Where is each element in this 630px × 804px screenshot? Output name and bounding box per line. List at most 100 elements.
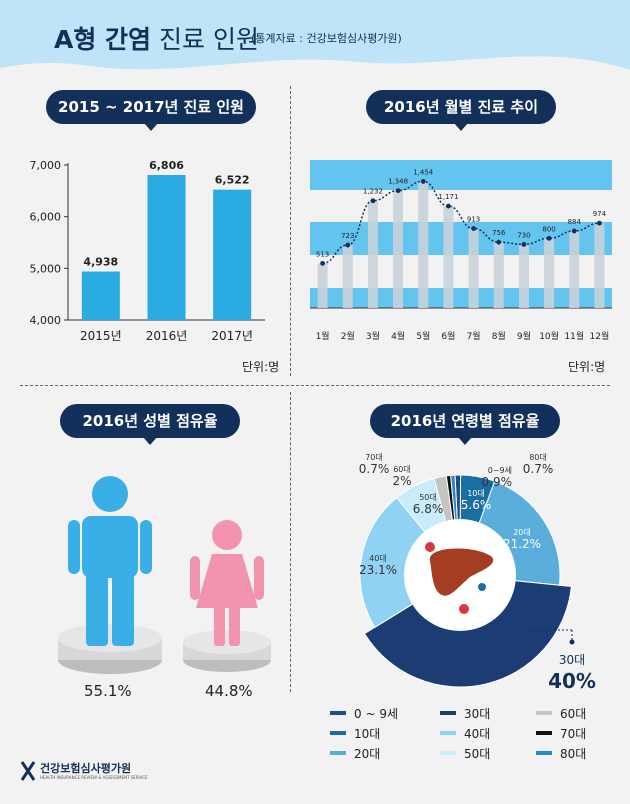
- monthly-panel-title: 2016년 월별 진료 추이: [366, 90, 556, 131]
- slice-value: 40%: [548, 669, 596, 693]
- bar: [468, 228, 479, 308]
- bar: [342, 245, 353, 308]
- data-point: [395, 188, 401, 194]
- female-share: 44.8%: [205, 682, 253, 700]
- bar: [317, 263, 328, 308]
- bar-value-label: 6,522: [215, 174, 250, 187]
- y-tick-label: 7,000: [30, 159, 62, 172]
- data-label: 730: [517, 231, 530, 239]
- bar: [213, 189, 252, 320]
- data-label: 913: [467, 216, 480, 224]
- slice-value: 21.2%: [503, 537, 541, 551]
- vertical-divider-lower: [290, 392, 291, 692]
- x-tick-label: 1월: [316, 330, 330, 342]
- slice-value: 23.1%: [359, 563, 397, 577]
- yearly-bar-chart: 4,000 5,000 6,000 7,000 4,938 2015년 6,806 2016년…: [30, 159, 265, 343]
- data-point: [571, 228, 577, 234]
- male-pedestal-top: [58, 624, 162, 652]
- legend-label: 0 ~ 9세: [354, 707, 398, 721]
- x-tick-label: 2월: [341, 330, 355, 342]
- legend-label: 20대: [354, 747, 381, 761]
- legend-swatch: [536, 731, 552, 735]
- slice-label: 20대: [513, 528, 531, 537]
- slice-label: 30대: [559, 653, 585, 667]
- x-tick-label: 3월: [366, 330, 380, 342]
- legend-swatch: [536, 711, 552, 715]
- title-bold: A형 간염: [54, 25, 152, 54]
- monthly-unit: 단위:명: [568, 360, 606, 374]
- yearly-panel-title: 2015 ~ 2017년 진료 인원: [46, 90, 256, 131]
- slice-value: 6.8%: [413, 502, 444, 516]
- legend-swatch: [330, 751, 346, 755]
- bar-value-label: 6,806: [149, 159, 184, 172]
- bar: [493, 242, 504, 308]
- data-point: [420, 179, 426, 184]
- data-label: 513: [316, 250, 329, 258]
- source-note: (통계자료 : 건강보험심사평가원): [251, 32, 402, 45]
- data-point: [320, 260, 325, 266]
- age-panel-title: 2016년 연령별 점유율: [370, 404, 560, 445]
- x-tick-label: 10월: [539, 330, 559, 342]
- slice-label: 10대: [467, 489, 485, 498]
- legend-swatch: [536, 751, 552, 755]
- x-tick-label: 11월: [564, 330, 584, 342]
- slice-label: 50대: [419, 493, 437, 502]
- y-tick-label: 5,000: [30, 262, 62, 275]
- slice-label: 60대: [393, 465, 411, 474]
- x-tick-label: 5월: [416, 330, 430, 342]
- x-tick-label: 9월: [517, 330, 531, 342]
- bar-value-label: 4,938: [83, 256, 118, 269]
- background-band: [310, 288, 612, 308]
- leader-dot: [569, 639, 575, 645]
- slice-label: 70대: [365, 453, 383, 462]
- virus-icon: [459, 604, 469, 614]
- x-tick-label: 6월: [441, 330, 455, 342]
- data-label: 1,348: [388, 178, 408, 186]
- y-tick-label: 6,000: [30, 211, 62, 224]
- slice-value: 5.6%: [461, 498, 492, 512]
- data-label: 1,454: [413, 168, 434, 176]
- slice-label: 0~9세: [488, 466, 512, 475]
- legend-swatch: [330, 711, 346, 715]
- x-tick-label: 2016년: [146, 329, 188, 343]
- legend-swatch: [440, 731, 456, 735]
- data-point: [496, 239, 502, 245]
- bar: [393, 190, 404, 308]
- virus-icon: [478, 583, 486, 591]
- logo-text: 건강보험심사평가원: [40, 762, 132, 775]
- legend-swatch: [330, 731, 346, 735]
- slice-value: 0.9%: [482, 475, 513, 489]
- slice-value: 0.7%: [359, 462, 390, 476]
- monthly-line-chart: 1월 2월 3월 4월 5월 6월 7월 8월 9월 10월 11월 12월 513 723 1,232 1,…: [310, 160, 612, 342]
- legend-label: 50대: [464, 747, 491, 761]
- legend-label: 60대: [560, 707, 587, 721]
- bar: [147, 175, 186, 320]
- age-legend: 0 ~ 9세 30대 60대 10대 40대 70대 20대 50대 80대: [330, 705, 610, 765]
- bar: [81, 271, 120, 320]
- bar: [518, 244, 529, 308]
- x-tick-label: 2015년: [80, 329, 122, 343]
- yearly-unit: 단위:명: [242, 360, 280, 374]
- vertical-divider: [290, 86, 291, 376]
- data-point: [471, 226, 476, 231]
- bar: [594, 223, 605, 308]
- x-tick-label: 4월: [391, 330, 405, 342]
- bar: [418, 181, 429, 308]
- page-title: A형 간염 진료 인원: [54, 20, 259, 56]
- horizontal-divider: [20, 385, 610, 386]
- logo-subtext: HEALTH INSURANCE REVIEW & ASSESSMENT SER…: [40, 775, 148, 780]
- data-label: 884: [568, 218, 582, 226]
- slice-label: 80대: [529, 453, 547, 462]
- data-point: [345, 242, 351, 248]
- background-band: [310, 160, 612, 190]
- data-point: [521, 242, 527, 247]
- slice-value: 0.7%: [523, 462, 554, 476]
- bar: [544, 238, 555, 308]
- data-point: [370, 198, 376, 204]
- data-point: [546, 235, 552, 241]
- data-label: 974: [593, 210, 607, 218]
- footer-logo: 건강보험심사평가원 HEALTH INSURANCE REVIEW & ASSE…: [20, 758, 170, 786]
- slice-value: 2%: [392, 474, 411, 488]
- y-tick-label: 4,000: [30, 314, 62, 327]
- female-icon: [190, 520, 264, 646]
